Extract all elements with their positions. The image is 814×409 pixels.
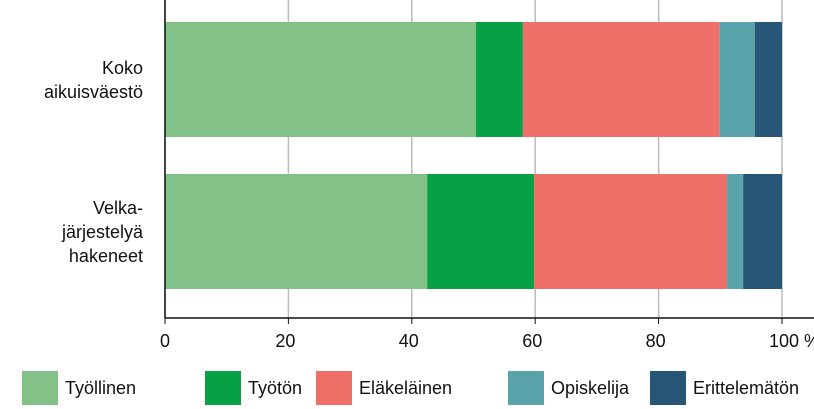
bar-segment (165, 22, 476, 137)
legend-swatch (508, 371, 544, 405)
legend-label: Opiskelija (551, 378, 630, 398)
bar-segment (475, 22, 523, 137)
bar-segment (522, 22, 720, 137)
legend-swatch (22, 371, 58, 405)
x-tick-label: 80 (646, 331, 666, 351)
x-tick-label: 60 (522, 331, 542, 351)
x-tick-label: 0 (160, 331, 170, 351)
bar-segment (533, 174, 728, 289)
legend-swatch (316, 371, 352, 405)
x-tick-label: 20 (275, 331, 295, 351)
legend-swatch (205, 371, 241, 405)
legend-label: Työllinen (65, 378, 136, 398)
x-tick-label: 100 % (769, 331, 814, 351)
bar-segment (427, 174, 534, 289)
x-tick-label: 40 (399, 331, 419, 351)
legend-label: Eläkeläinen (359, 378, 452, 398)
bar-segment (743, 174, 782, 289)
bar-segment (727, 174, 744, 289)
bar-segment (754, 22, 782, 137)
category-label: Koko aikuisväestö (43, 57, 143, 102)
legend-label: Erittelemätön (693, 378, 799, 398)
legend-label: Työtön (248, 378, 302, 398)
legend-swatch (650, 371, 686, 405)
bar-segment (719, 22, 755, 137)
category-label: Velka- järjestelyä hakeneet (61, 197, 143, 266)
bar-segment (165, 174, 428, 289)
